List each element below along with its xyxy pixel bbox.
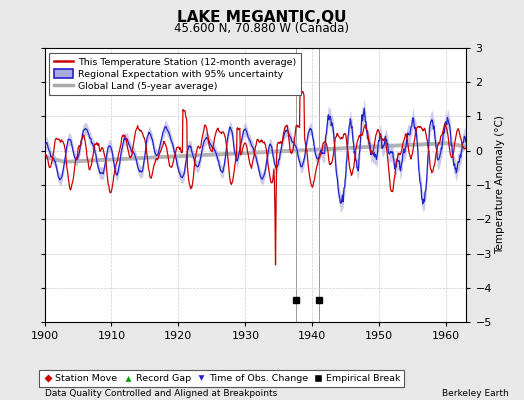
Text: LAKE MEGANTIC,QU: LAKE MEGANTIC,QU	[177, 10, 347, 25]
Text: Data Quality Controlled and Aligned at Breakpoints: Data Quality Controlled and Aligned at B…	[45, 389, 277, 398]
Text: Berkeley Earth: Berkeley Earth	[442, 389, 508, 398]
Text: 45.600 N, 70.880 W (Canada): 45.600 N, 70.880 W (Canada)	[174, 22, 350, 35]
Y-axis label: Temperature Anomaly (°C): Temperature Anomaly (°C)	[495, 116, 505, 254]
Legend: Station Move, Record Gap, Time of Obs. Change, Empirical Break: Station Move, Record Gap, Time of Obs. C…	[39, 370, 404, 387]
